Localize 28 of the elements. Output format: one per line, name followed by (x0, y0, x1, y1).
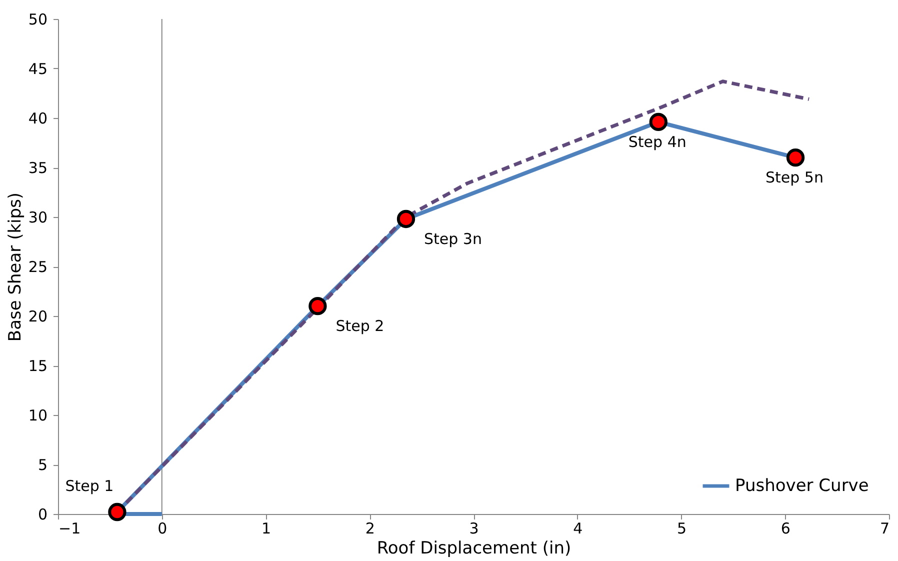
x-tick-label: 1 (261, 520, 272, 538)
y-tick-label: 45 (28, 60, 48, 78)
x-tick-label: 4 (573, 520, 583, 538)
y-tick-label: 40 (28, 110, 48, 128)
y-tick-label: 30 (28, 208, 48, 226)
x-tick-label: 3 (469, 520, 479, 538)
y-tick-label: 25 (28, 258, 48, 276)
annotation: Step 2 (336, 317, 384, 336)
y-tick-label: 15 (28, 357, 48, 375)
y-tick-label: 0 (38, 506, 48, 524)
x-tick-label: 6 (780, 520, 790, 538)
annotation: Step 1 (65, 477, 114, 496)
annotation: Step 5n (766, 168, 824, 187)
y-tick-label: 50 (28, 10, 48, 28)
y-tick-label: 10 (28, 406, 48, 424)
y-axis-title: Base Shear (kips) (5, 192, 26, 342)
x-tick-label: 5 (676, 520, 687, 538)
x-axis-title: Roof Displacement (in) (376, 538, 572, 558)
x-tick-label: 7 (880, 520, 890, 538)
legend-label: Pushover Curve (735, 476, 869, 496)
y-tick-label: 5 (38, 456, 48, 474)
y-tick-label: 20 (28, 308, 48, 326)
x-tick-label: 2 (365, 520, 375, 538)
x-tick-label: 0 (158, 520, 168, 538)
x-tick-label: −1 (58, 520, 81, 538)
annotation: Step 4n (628, 132, 686, 151)
annotation: Step 3n (424, 230, 482, 248)
y-tick-label: 35 (28, 159, 48, 177)
